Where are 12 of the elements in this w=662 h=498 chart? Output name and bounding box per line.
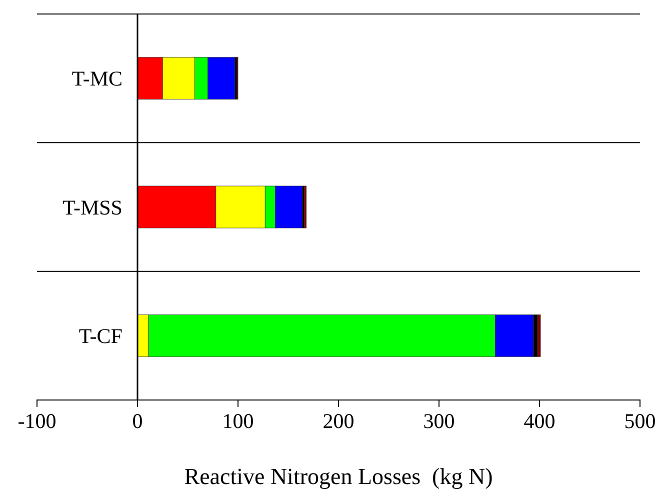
- x-tick-label: 0: [132, 408, 143, 433]
- y-tick-label: T-MSS: [62, 195, 122, 220]
- x-tick-label: 500: [624, 408, 656, 433]
- x-tick-label: 300: [423, 408, 455, 433]
- y-tick-label: T-MC: [72, 66, 122, 91]
- y-tick-label: T-CF: [78, 324, 122, 348]
- x-axis-title: Reactive Nitrogen Losses (kg N): [184, 464, 493, 489]
- bar: [537, 314, 541, 357]
- x-tick-label: 400: [524, 408, 556, 433]
- x-tick-label: 100: [222, 408, 254, 433]
- x-tick-label: 200: [322, 408, 354, 433]
- x-tick-label: -100: [18, 408, 56, 433]
